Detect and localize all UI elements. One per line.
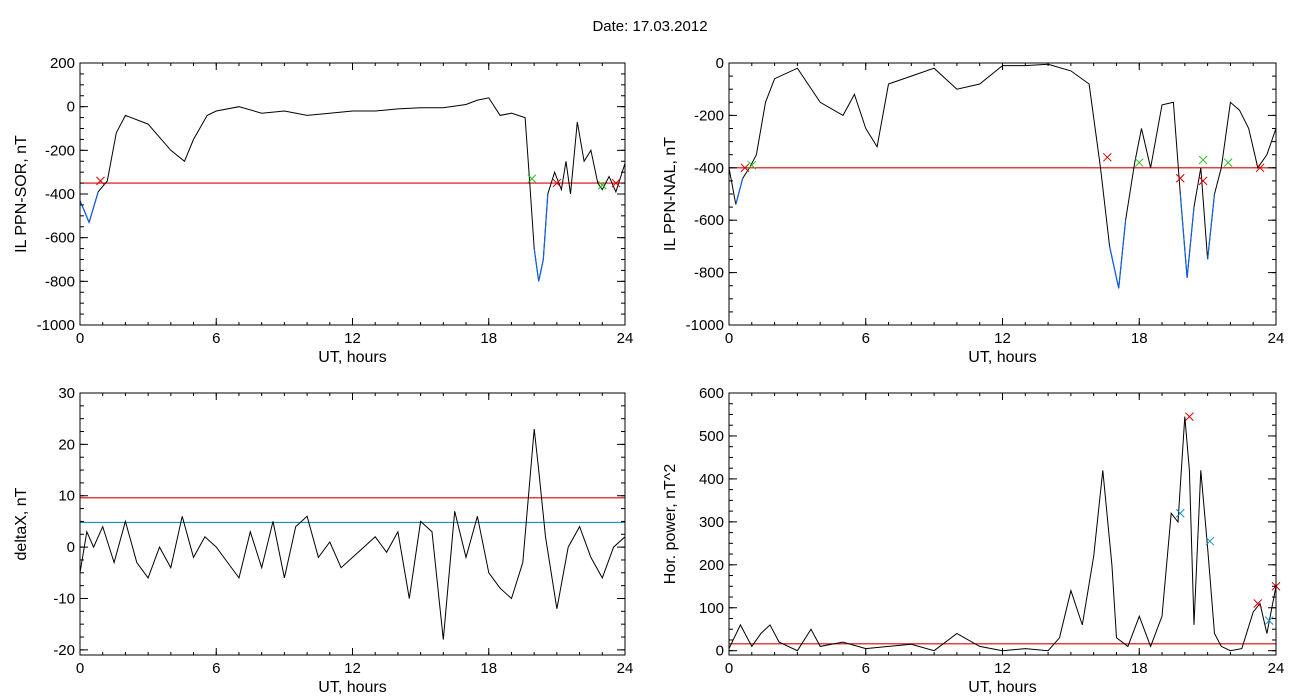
event-marker-2 [527,174,537,184]
plot-frame [79,392,626,656]
y-tick-label: -1000 [37,317,75,334]
x-tick-label: 24 [617,330,634,347]
x-tick-label: 6 [212,330,220,347]
x-tick-label: 0 [725,330,733,347]
event-marker-1 [96,176,105,186]
x-axis-label: UT, hours [318,679,386,696]
x-tick-label: 24 [1268,330,1285,347]
series-line-1 [729,416,1276,652]
y-tick-label: 0 [67,99,75,116]
x-tick-label: 18 [1131,660,1148,677]
event-marker-3 [1205,536,1215,546]
series-line-1 [729,63,1276,289]
x-axis-label: UT, hours [968,679,1036,696]
x-tick-label: 0 [76,660,84,677]
y-tick-label: 0 [67,539,75,556]
x-tick-label: 6 [862,330,870,347]
y-tick-label: 10 [58,488,75,505]
x-tick-label: 12 [344,660,361,677]
x-tick-label: 12 [994,660,1011,677]
plot-frame [728,62,1277,326]
event-marker-6 [1198,155,1208,165]
y-tick-label: 300 [699,514,724,531]
event-marker-5 [611,178,621,188]
event-marker-5 [1264,616,1274,625]
y-tick-label: -10 [53,590,75,607]
event-marker-2 [747,160,757,170]
y-tick-label: -200 [45,142,75,159]
y-tick-label: -1000 [686,317,724,334]
event-marker-9 [1255,163,1265,173]
page-title: Date: 17.03.2012 [592,18,708,35]
x-tick-label: 0 [76,330,84,347]
y-axis-label: Hor. power, nT^2 [662,464,679,585]
chart-panel-4: 0 6 12 18 24 0 100 200 300 400 500 600 UT, hours Hor.… [662,385,1284,696]
y-tick-label: -800 [45,273,75,290]
y-axis-label: IL PPN-SOR, nT [13,135,30,253]
event-marker-4 [1134,158,1144,167]
event-marker-5 [1175,173,1185,183]
x-axis-label: UT, hours [968,349,1036,366]
x-tick-label: 6 [862,660,870,677]
y-tick-label: 500 [699,428,724,445]
series-line-1 [80,428,625,640]
x-tick-label: 18 [1131,330,1148,347]
y-tick-label: 200 [50,55,75,72]
y-tick-label: 0 [716,55,724,72]
y-tick-label: -800 [694,265,724,282]
x-tick-label: 12 [994,330,1011,347]
event-marker-3 [1102,152,1112,162]
x-tick-label: 0 [725,660,733,677]
x-tick-label: 6 [212,660,220,677]
series-below-threshold-1 [735,178,1216,289]
event-marker-4 [1253,599,1263,608]
y-axis-label: deltaX, nT [13,487,30,560]
x-tick-label: 18 [480,660,497,677]
y-tick-label: 0 [716,643,724,660]
chart-panel-3: 0 6 12 18 24 -20 -10 0 10 20 30 UT, hours deltaX, nT [13,385,633,696]
y-tick-label: 400 [699,471,724,488]
y-tick-label: -600 [694,212,724,229]
series-below-threshold-1 [80,191,549,282]
plot-frame [79,62,626,326]
x-tick-label: 12 [344,330,361,347]
y-tick-label: 20 [58,436,75,453]
y-tick-label: 30 [58,385,75,402]
event-marker-7 [1198,176,1208,186]
x-tick-label: 24 [1268,660,1285,677]
event-marker-2 [1185,412,1194,421]
series-line-1 [80,97,625,282]
event-marker-1 [740,163,750,173]
x-tick-label: 24 [617,660,634,677]
event-marker-8 [1223,158,1233,167]
y-axis-label: IL PPN-NAL, nT [662,137,679,251]
chart-panel-1: 0 6 12 18 24 -1000 -800 -600 -400 -200 0 200 UT, hou… [13,55,633,366]
y-tick-label: -200 [694,107,724,124]
y-tick-label: 100 [699,600,724,617]
chart-panel-2: 0 6 12 18 24 -1000 -800 -600 -400 -200 0 UT, hours I… [662,55,1284,366]
event-marker-3 [552,178,562,188]
event-marker-4 [597,180,607,190]
x-tick-label: 18 [480,330,497,347]
y-tick-label: -20 [53,642,75,659]
event-marker-1 [1175,508,1185,518]
y-tick-label: -400 [694,160,724,177]
y-tick-label: 600 [699,385,724,402]
y-tick-label: 200 [699,557,724,574]
y-tick-label: -600 [45,230,75,247]
x-axis-label: UT, hours [318,349,386,366]
y-tick-label: -400 [45,186,75,203]
